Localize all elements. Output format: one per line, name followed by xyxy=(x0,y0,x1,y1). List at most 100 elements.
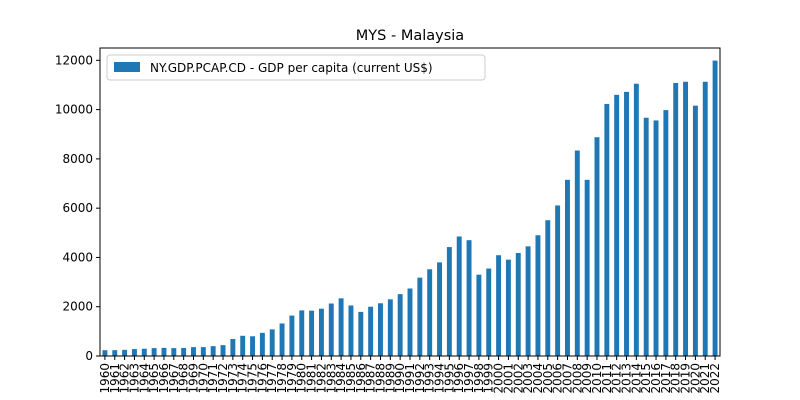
bar-2004 xyxy=(535,235,541,356)
x-tick-label: 1968 xyxy=(177,363,191,394)
x-tick-label: 1974 xyxy=(236,363,250,394)
bar-1996 xyxy=(456,236,462,356)
x-axis: 1960196119621963196419651966196719681969… xyxy=(98,356,722,394)
x-tick-label: 1970 xyxy=(196,363,210,394)
bar-1987 xyxy=(368,306,374,356)
legend-box xyxy=(106,54,486,81)
bar-1978 xyxy=(279,323,285,356)
bar-1977 xyxy=(269,329,275,356)
x-tick-label: 1971 xyxy=(206,363,220,394)
bar-2020 xyxy=(692,105,698,356)
plot-frame xyxy=(99,47,721,357)
bar-1999 xyxy=(486,268,492,356)
bar-1986 xyxy=(358,311,364,356)
x-tick-label: 1966 xyxy=(157,363,171,394)
bar-1997 xyxy=(466,240,472,356)
x-tick-label: 1960 xyxy=(98,363,112,394)
x-tick-label: 1996 xyxy=(452,363,466,394)
bar-2014 xyxy=(633,83,639,356)
y-tick-label: 8000 xyxy=(62,152,93,166)
bar-1971 xyxy=(210,346,216,356)
x-tick-label: 1967 xyxy=(167,363,181,394)
x-tick-label: 2007 xyxy=(560,363,574,394)
bar-2015 xyxy=(643,117,649,356)
bar-2007 xyxy=(565,179,570,356)
bar-2017 xyxy=(663,110,669,356)
x-tick-label: 1963 xyxy=(127,363,141,394)
x-tick-label: 2010 xyxy=(590,363,604,394)
bar-2006 xyxy=(555,205,561,356)
x-tick-label: 2016 xyxy=(649,363,663,394)
x-tick-label: 1998 xyxy=(472,363,486,394)
bar-1995 xyxy=(446,247,452,356)
x-tick-label: 1972 xyxy=(216,363,230,394)
bar-1988 xyxy=(378,303,383,356)
bar-2016 xyxy=(653,120,659,356)
x-tick-label: 1997 xyxy=(462,363,476,394)
x-tick-label: 1999 xyxy=(482,363,496,394)
x-tick-label: 1975 xyxy=(246,363,260,394)
bar-2005 xyxy=(545,220,551,356)
x-tick-label: 1980 xyxy=(295,363,309,394)
bar-2011 xyxy=(604,103,610,357)
x-tick-label: 1995 xyxy=(442,363,456,394)
bar-1967 xyxy=(171,348,177,356)
x-tick-label: 1978 xyxy=(275,363,289,394)
bar-1973 xyxy=(230,339,236,356)
bar-2009 xyxy=(584,179,590,356)
bar-1960 xyxy=(102,350,108,356)
bar-1983 xyxy=(328,303,334,356)
bar-1985 xyxy=(348,305,354,356)
y-tick-label: 4000 xyxy=(62,250,93,264)
x-tick-label: 2000 xyxy=(492,363,506,394)
x-tick-label: 2012 xyxy=(610,363,624,394)
x-tick-label: 2006 xyxy=(551,363,565,394)
y-tick-label: 2000 xyxy=(62,300,93,314)
bar-1998 xyxy=(476,274,482,356)
x-tick-label: 2014 xyxy=(629,363,643,394)
bar-2002 xyxy=(515,253,521,356)
x-tick-label: 1990 xyxy=(393,363,407,394)
x-tick-label: 1965 xyxy=(147,363,161,394)
x-tick-label: 2018 xyxy=(669,363,683,394)
x-tick-label: 2015 xyxy=(639,363,653,394)
x-tick-label: 1973 xyxy=(226,363,240,394)
x-tick-label: 1983 xyxy=(324,363,338,394)
x-tick-label: 1988 xyxy=(373,363,387,394)
bar-1980 xyxy=(299,310,305,356)
bar-1974 xyxy=(240,335,246,356)
x-tick-label: 1992 xyxy=(413,363,427,394)
x-tick-label: 2021 xyxy=(698,363,712,394)
bar-1994 xyxy=(437,262,442,356)
bar-1989 xyxy=(387,299,393,356)
bar-1963 xyxy=(131,349,137,356)
x-tick-label: 2022 xyxy=(708,363,722,394)
bar-2000 xyxy=(496,255,502,356)
x-tick-label: 2013 xyxy=(620,363,634,394)
bar-1991 xyxy=(407,288,413,356)
x-tick-label: 1979 xyxy=(285,363,299,394)
x-tick-label: 1984 xyxy=(334,363,348,394)
y-tick-label: 6000 xyxy=(62,201,93,215)
bar-2013 xyxy=(624,91,629,357)
bar-2012 xyxy=(614,94,620,356)
x-tick-label: 1977 xyxy=(265,363,279,394)
x-tick-label: 1982 xyxy=(314,363,328,394)
x-tick-label: 1993 xyxy=(423,363,437,394)
legend-swatch xyxy=(114,62,140,72)
bar-1962 xyxy=(122,349,128,356)
x-tick-label: 2017 xyxy=(659,363,673,394)
y-axis: 0 2000 4000 6000 8000 10000 12000 xyxy=(55,53,100,363)
bar-1970 xyxy=(200,347,206,356)
bar-1965 xyxy=(151,348,157,356)
x-tick-label: 1962 xyxy=(118,363,132,394)
legend: NY.GDP.PCAP.CD - GDP per capita (current… xyxy=(106,54,486,81)
bar-1981 xyxy=(309,310,315,356)
x-tick-label: 1976 xyxy=(255,363,269,394)
bar-2018 xyxy=(673,82,679,357)
bar-1968 xyxy=(181,347,187,356)
x-tick-label: 2003 xyxy=(521,363,535,394)
y-tick-label: 0 xyxy=(85,349,93,363)
bar-2021 xyxy=(702,81,708,356)
x-tick-label: 2011 xyxy=(600,363,614,394)
